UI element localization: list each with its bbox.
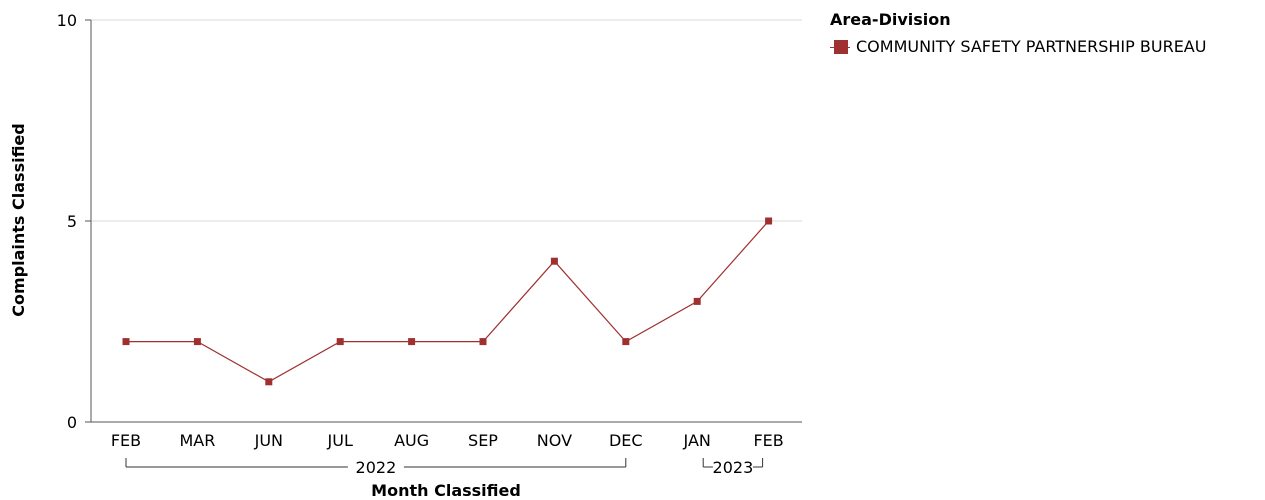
- year-group-label: 2023: [713, 458, 754, 477]
- x-axis-label: Month Classified: [371, 481, 521, 500]
- y-tick-label: 10: [57, 11, 77, 30]
- y-tick-label: 0: [67, 413, 77, 432]
- x-tick-label: FEB: [753, 431, 783, 450]
- legend-item-label: COMMUNITY SAFETY PARTNERSHIP BUREAU: [856, 37, 1207, 56]
- y-axis-label: Complaints Classified: [9, 123, 28, 316]
- data-point: [122, 338, 130, 346]
- series-line: [126, 220, 770, 383]
- data-point: [550, 257, 558, 265]
- x-tick-label: JAN: [683, 431, 711, 450]
- legend-title: Area-Division: [830, 10, 951, 29]
- x-tick-label: MAR: [179, 431, 215, 450]
- x-tick-label: FEB: [111, 431, 141, 450]
- x-tick-label: JUN: [254, 431, 283, 450]
- x-tick-label: JUL: [327, 431, 353, 450]
- x-tick-label: NOV: [537, 431, 572, 450]
- legend: Area-Division COMMUNITY SAFETY PARTNERSH…: [830, 10, 1206, 56]
- data-point: [265, 378, 273, 386]
- data-point: [765, 217, 773, 225]
- data-point: [408, 338, 416, 346]
- legend-swatch-icon: [830, 39, 850, 55]
- y-tick-labels: 0 5 10: [57, 11, 91, 432]
- data-point: [193, 338, 201, 346]
- x-tick-label: AUG: [394, 431, 429, 450]
- data-point: [622, 338, 630, 346]
- series-layer: [122, 217, 773, 386]
- data-point: [693, 297, 701, 305]
- x-tick-labels: FEB MAR JUN JUL AUG SEP NOV DEC JAN FEB: [111, 431, 784, 450]
- year-group-brackets: 2022 2023: [125, 458, 764, 477]
- year-group-label: 2022: [356, 458, 397, 477]
- data-point: [336, 338, 344, 346]
- data-point: [479, 338, 487, 346]
- x-tick-label: SEP: [468, 431, 498, 450]
- gridlines: [91, 19, 802, 222]
- x-tick-label: DEC: [609, 431, 643, 450]
- legend-item[interactable]: COMMUNITY SAFETY PARTNERSHIP BUREAU: [830, 37, 1206, 56]
- y-tick-label: 5: [67, 212, 77, 231]
